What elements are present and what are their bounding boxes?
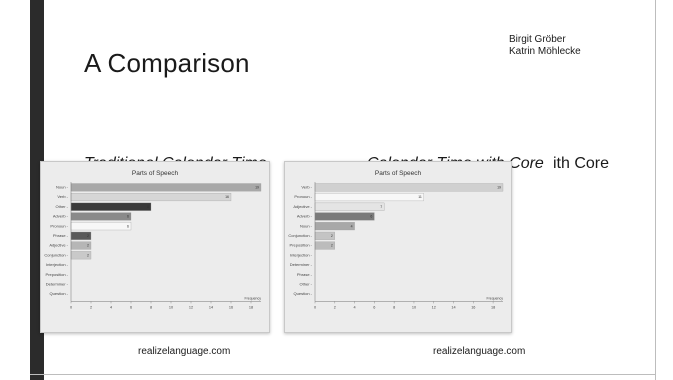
chart-title: Parts of Speech: [375, 170, 422, 177]
chart-panel-core: Parts of Speech Verb - 19 Pronoun - 11 Adject…: [284, 161, 512, 333]
x-tick-label: 0: [314, 305, 316, 309]
x-tick-label: 18: [491, 305, 495, 309]
bar-value-label: 2: [331, 244, 333, 248]
bar-value-label: 11: [418, 195, 422, 199]
bar: [314, 222, 355, 231]
category-label: Conjunction -: [44, 252, 68, 257]
slide-title: A Comparison: [84, 48, 250, 78]
x-tick-label: 8: [393, 305, 395, 309]
x-tick-label: 8: [150, 305, 152, 309]
bar-value-label: 2: [87, 244, 89, 248]
bar: [70, 193, 232, 202]
x-tick-label: 0: [70, 305, 72, 309]
category-label: Noun -: [300, 223, 313, 228]
category-label: Conjunction -: [288, 233, 312, 238]
bar-value-label: 4: [351, 224, 353, 228]
x-tick-label: 2: [90, 305, 92, 309]
bar-value-label: 16: [225, 195, 229, 199]
bar-value-label: 6: [370, 215, 372, 219]
x-tick-label: 12: [189, 305, 193, 309]
category-label: Preposition -: [46, 272, 69, 277]
category-label: Adverb -: [297, 214, 313, 219]
bar: [70, 222, 132, 231]
x-axis-label: Frequency: [244, 296, 261, 300]
category-label: Pronoun -: [294, 194, 312, 199]
bar: [70, 212, 132, 221]
category-label: Verb -: [57, 194, 68, 199]
bar-value-label: 8: [147, 205, 149, 209]
chart-panel-traditional: Parts of Speech Noun - 19 Verb - 16 Other - 8 A…: [40, 161, 270, 333]
category-label: Other -: [300, 282, 313, 287]
x-tick-label: 4: [110, 305, 112, 309]
category-label: Other -: [56, 204, 69, 209]
category-label: Noun -: [56, 185, 69, 190]
bar-value-label: 2: [87, 253, 89, 257]
category-label: Question -: [294, 291, 313, 296]
bar-value-label: 2: [331, 234, 333, 238]
right-column-heading-visible-tail: ith Core: [553, 155, 610, 172]
x-tick-label: 2: [334, 305, 336, 309]
category-label: Question -: [50, 291, 69, 296]
x-tick-label: 14: [451, 305, 455, 309]
bar: [70, 183, 262, 192]
source-credit-left: realizelanguage.com: [138, 346, 231, 357]
category-label: Interjection -: [46, 262, 69, 267]
bar: [314, 212, 375, 221]
x-tick-label: 6: [130, 305, 132, 309]
bar-value-label: 7: [380, 205, 382, 209]
bar: [314, 202, 385, 211]
chart-title: Parts of Speech: [132, 170, 179, 177]
bar-value-label: 19: [255, 186, 259, 190]
category-label: Phrase -: [53, 233, 69, 238]
author-name: Katrin Möhlecke: [509, 46, 581, 57]
x-axis-label: Frequency: [486, 296, 503, 300]
category-label: Interjection -: [290, 252, 313, 257]
bar-value-label: 2: [87, 234, 89, 238]
source-credit-right: realizelanguage.com: [433, 346, 526, 357]
category-label: Adjective -: [293, 204, 312, 209]
x-tick-label: 14: [209, 305, 213, 309]
category-label: Phrase -: [297, 272, 313, 277]
x-tick-label: 12: [432, 305, 436, 309]
x-tick-label: 16: [471, 305, 475, 309]
category-label: Pronoun -: [50, 223, 68, 228]
bar-value-label: 6: [127, 215, 129, 219]
x-tick-label: 10: [412, 305, 416, 309]
x-tick-label: 16: [229, 305, 233, 309]
category-label: Verb -: [301, 185, 312, 190]
category-label: Determiner -: [290, 262, 313, 267]
bar: [70, 202, 152, 211]
category-label: Adjective -: [49, 243, 68, 248]
parts-of-speech-chart-traditional: Parts of Speech Noun - 19 Verb - 16 Other - 8 A…: [44, 170, 262, 309]
bar: [314, 193, 424, 202]
category-label: Determiner -: [46, 282, 69, 287]
category-label: Preposition -: [290, 243, 313, 248]
bar-value-label: 19: [497, 186, 501, 190]
author-name: Birgit Gröber: [509, 34, 566, 45]
author-block: Birgit Gröber Katrin Möhlecke: [509, 34, 581, 58]
x-tick-label: 10: [169, 305, 173, 309]
parts-of-speech-chart-core: Parts of Speech Verb - 19 Pronoun - 11 Adject…: [288, 170, 504, 309]
slide-bottom-border: [30, 374, 656, 375]
x-tick-label: 18: [249, 305, 253, 309]
slide-right-border: [655, 0, 656, 380]
category-label: Adverb -: [53, 214, 69, 219]
bar: [314, 183, 504, 192]
x-tick-label: 6: [373, 305, 375, 309]
x-tick-label: 4: [354, 305, 356, 309]
bar-value-label: 6: [127, 224, 129, 228]
